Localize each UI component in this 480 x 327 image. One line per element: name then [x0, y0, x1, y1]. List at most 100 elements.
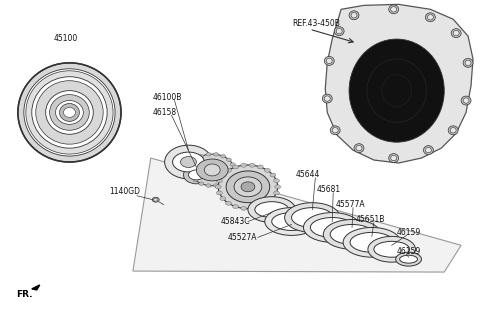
- Text: 46158: 46158: [153, 108, 177, 117]
- Ellipse shape: [425, 13, 435, 22]
- Ellipse shape: [63, 108, 75, 117]
- Ellipse shape: [18, 63, 121, 162]
- Ellipse shape: [332, 128, 338, 133]
- Ellipse shape: [226, 168, 231, 172]
- Ellipse shape: [215, 185, 221, 189]
- Ellipse shape: [214, 184, 218, 187]
- Ellipse shape: [241, 182, 255, 192]
- Ellipse shape: [334, 27, 344, 36]
- Text: FR.: FR.: [16, 290, 33, 300]
- Ellipse shape: [275, 185, 281, 189]
- Text: 45527A: 45527A: [228, 233, 258, 242]
- Ellipse shape: [257, 165, 263, 169]
- Text: 45681: 45681: [316, 185, 340, 194]
- Ellipse shape: [180, 157, 196, 167]
- Ellipse shape: [343, 228, 401, 257]
- Ellipse shape: [391, 7, 396, 12]
- Text: 46100B: 46100B: [153, 93, 182, 102]
- Ellipse shape: [326, 58, 332, 63]
- Ellipse shape: [264, 201, 270, 205]
- Ellipse shape: [270, 173, 276, 177]
- Ellipse shape: [230, 174, 235, 177]
- Ellipse shape: [324, 96, 330, 101]
- Ellipse shape: [270, 197, 276, 200]
- Ellipse shape: [231, 168, 237, 172]
- Ellipse shape: [206, 152, 211, 156]
- Ellipse shape: [152, 197, 159, 202]
- Ellipse shape: [227, 178, 231, 182]
- Ellipse shape: [264, 168, 270, 172]
- Ellipse shape: [241, 163, 247, 167]
- Ellipse shape: [368, 236, 416, 262]
- Ellipse shape: [216, 179, 222, 183]
- Ellipse shape: [463, 98, 469, 103]
- Ellipse shape: [193, 178, 198, 182]
- Ellipse shape: [226, 171, 270, 203]
- Ellipse shape: [461, 96, 471, 105]
- Ellipse shape: [60, 104, 79, 121]
- Polygon shape: [325, 4, 473, 163]
- Ellipse shape: [265, 208, 318, 235]
- Ellipse shape: [248, 197, 296, 222]
- Text: 1140GD: 1140GD: [109, 187, 140, 196]
- Ellipse shape: [423, 146, 433, 155]
- Ellipse shape: [216, 191, 222, 195]
- Ellipse shape: [249, 206, 255, 210]
- Ellipse shape: [220, 197, 226, 200]
- Ellipse shape: [188, 168, 193, 172]
- Ellipse shape: [24, 69, 115, 156]
- Text: 45843C: 45843C: [220, 217, 250, 226]
- Ellipse shape: [241, 206, 247, 210]
- Text: 45577A: 45577A: [335, 200, 365, 209]
- Ellipse shape: [191, 154, 234, 186]
- Ellipse shape: [204, 164, 220, 176]
- Ellipse shape: [400, 255, 418, 263]
- Text: 46159: 46159: [396, 228, 421, 237]
- Ellipse shape: [322, 94, 332, 103]
- Ellipse shape: [257, 205, 263, 209]
- Ellipse shape: [226, 201, 231, 205]
- Ellipse shape: [351, 13, 357, 18]
- Polygon shape: [32, 285, 40, 290]
- Polygon shape: [133, 158, 461, 272]
- Ellipse shape: [274, 191, 279, 195]
- Ellipse shape: [389, 5, 399, 14]
- Ellipse shape: [311, 217, 354, 237]
- Ellipse shape: [214, 152, 218, 156]
- Text: 45100: 45100: [54, 34, 78, 43]
- Ellipse shape: [196, 159, 228, 181]
- Ellipse shape: [453, 30, 459, 36]
- Ellipse shape: [425, 147, 432, 153]
- Ellipse shape: [183, 166, 209, 184]
- Ellipse shape: [189, 174, 194, 177]
- Ellipse shape: [36, 81, 103, 144]
- Text: 45651B: 45651B: [356, 215, 385, 224]
- Ellipse shape: [234, 177, 262, 197]
- Ellipse shape: [154, 198, 158, 201]
- Ellipse shape: [199, 154, 204, 158]
- Ellipse shape: [274, 179, 279, 183]
- Ellipse shape: [221, 182, 226, 185]
- Text: 45644: 45644: [296, 170, 320, 180]
- Ellipse shape: [233, 205, 239, 209]
- Ellipse shape: [249, 163, 255, 167]
- Ellipse shape: [291, 208, 333, 228]
- Ellipse shape: [272, 213, 312, 231]
- Ellipse shape: [336, 28, 342, 34]
- Ellipse shape: [218, 165, 277, 209]
- Ellipse shape: [303, 213, 361, 242]
- Ellipse shape: [46, 91, 93, 134]
- Ellipse shape: [221, 154, 226, 158]
- Ellipse shape: [451, 29, 461, 38]
- Ellipse shape: [193, 158, 198, 162]
- Text: REF.43-450B: REF.43-450B: [292, 19, 340, 28]
- Ellipse shape: [285, 203, 340, 232]
- Ellipse shape: [189, 163, 194, 166]
- Ellipse shape: [356, 146, 362, 151]
- Ellipse shape: [448, 126, 458, 135]
- Ellipse shape: [349, 39, 444, 142]
- Ellipse shape: [374, 241, 409, 257]
- Ellipse shape: [199, 182, 204, 185]
- Ellipse shape: [220, 173, 226, 177]
- Ellipse shape: [396, 252, 421, 266]
